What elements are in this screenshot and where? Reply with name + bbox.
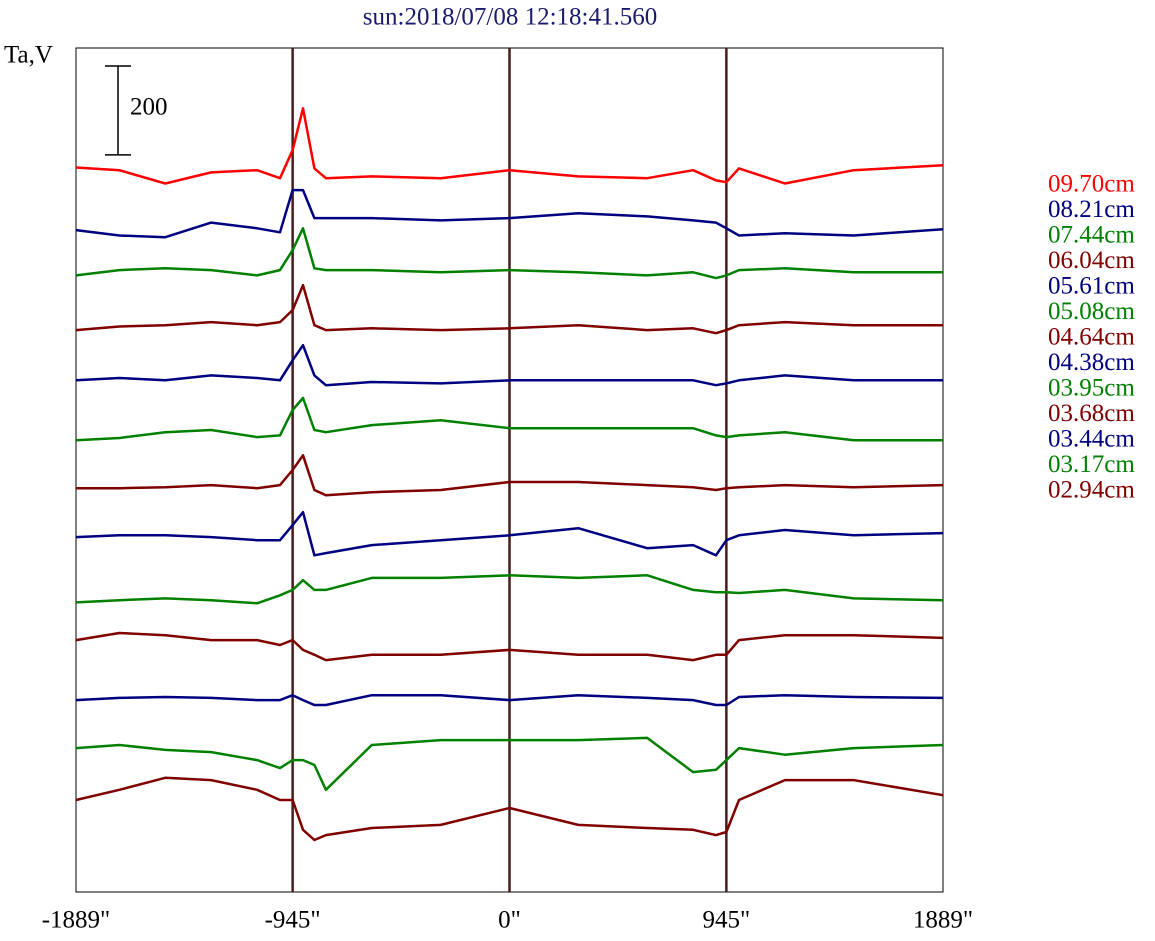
series-line bbox=[75, 107, 944, 185]
x-tick-label: 1889" bbox=[913, 907, 973, 934]
legend-label: 04.38cm bbox=[1048, 349, 1135, 376]
series-line bbox=[75, 188, 944, 239]
legend-label: 03.68cm bbox=[1048, 400, 1135, 427]
series-line bbox=[75, 343, 943, 387]
scale-bar-label: 200 bbox=[130, 94, 168, 121]
legend-label: 03.44cm bbox=[1048, 426, 1135, 453]
legend-label: 02.94cm bbox=[1048, 477, 1135, 504]
legend-label: 07.44cm bbox=[1048, 222, 1135, 249]
x-tick-label: -945" bbox=[265, 907, 321, 934]
legend-label: 03.17cm bbox=[1048, 451, 1135, 478]
legend-label: 04.64cm bbox=[1048, 324, 1135, 351]
legend-label: 08.21cm bbox=[1048, 196, 1135, 223]
legend-label: 03.95cm bbox=[1048, 375, 1135, 402]
series-line bbox=[75, 776, 944, 842]
legend-label: 05.08cm bbox=[1048, 298, 1135, 325]
series-line bbox=[75, 693, 944, 707]
x-tick-label: -1889" bbox=[42, 907, 111, 934]
legend-label: 06.04cm bbox=[1048, 247, 1135, 274]
x-tick-label: 945" bbox=[703, 907, 751, 934]
x-tick-label: 0" bbox=[498, 907, 521, 934]
legend-label: 05.61cm bbox=[1048, 273, 1135, 300]
chart-title: sun:2018/07/08 12:18:41.560 bbox=[363, 4, 657, 31]
series-line bbox=[76, 454, 944, 497]
series-line bbox=[75, 227, 943, 280]
series-line bbox=[75, 736, 944, 792]
series-line bbox=[75, 631, 944, 662]
series-line bbox=[75, 510, 944, 557]
legend-label: 09.70cm bbox=[1048, 171, 1135, 198]
series-line bbox=[75, 283, 943, 335]
y-axis-label: Ta,V bbox=[4, 42, 53, 69]
series-line bbox=[75, 574, 944, 605]
series-line bbox=[75, 396, 943, 442]
